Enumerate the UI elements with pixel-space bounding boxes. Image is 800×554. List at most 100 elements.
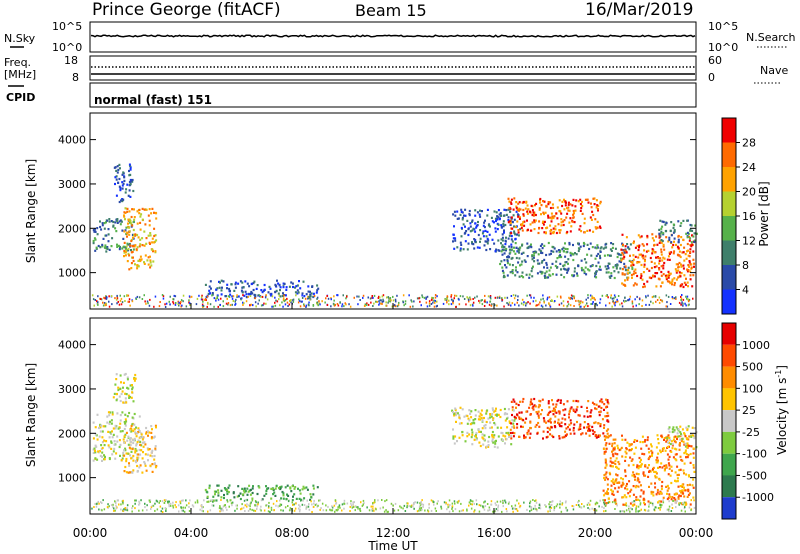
scatter-cell bbox=[143, 244, 146, 247]
scatter-cell bbox=[464, 208, 467, 211]
scatter-cell bbox=[155, 464, 158, 468]
scatter-cell bbox=[478, 213, 481, 216]
scatter-cell bbox=[671, 280, 674, 283]
ground-scatter-cell bbox=[369, 297, 372, 300]
scatter-cell bbox=[636, 244, 639, 248]
scatter-cell bbox=[146, 259, 149, 262]
scatter-cell bbox=[515, 210, 518, 213]
scatter-cell bbox=[640, 253, 643, 256]
ground-scatter-cell bbox=[236, 294, 238, 297]
scatter-cell bbox=[591, 246, 594, 249]
scatter-cell bbox=[552, 230, 555, 233]
scatter-cell bbox=[478, 441, 481, 444]
scatter-cell bbox=[489, 413, 492, 416]
scatter-cell bbox=[571, 220, 574, 223]
ground-scatter-cell bbox=[253, 509, 255, 512]
ground-scatter-cell bbox=[409, 305, 412, 308]
ground-scatter-cell bbox=[122, 510, 124, 512]
ground-scatter-cell bbox=[578, 300, 580, 303]
scatter-cell bbox=[141, 471, 144, 474]
ground-scatter-cell bbox=[120, 503, 122, 506]
colorbar-segment bbox=[722, 366, 736, 389]
scatter-cell bbox=[466, 219, 469, 222]
ground-scatter-cell bbox=[247, 509, 250, 512]
scatter-cell bbox=[531, 406, 534, 409]
ground-scatter-cell bbox=[416, 501, 419, 504]
scatter-cell bbox=[651, 275, 654, 278]
ground-scatter-cell bbox=[375, 300, 377, 303]
scatter-cell bbox=[147, 434, 149, 437]
ground-scatter-cell bbox=[182, 509, 184, 512]
ground-scatter-cell bbox=[594, 502, 597, 505]
scatter-cell bbox=[141, 244, 144, 247]
scatter-cell bbox=[121, 187, 124, 190]
scatter-cell bbox=[675, 480, 678, 483]
scatter-cell bbox=[292, 285, 294, 289]
scatter-cell bbox=[274, 283, 277, 286]
scatter-cell bbox=[138, 212, 141, 215]
scatter-cell bbox=[125, 431, 128, 434]
scatter-cell bbox=[241, 281, 244, 284]
scatter-cell bbox=[671, 278, 674, 281]
ground-scatter-cell bbox=[226, 508, 228, 511]
scatter-cell bbox=[607, 414, 610, 417]
scatter-cell bbox=[122, 182, 125, 185]
scatter-cell bbox=[511, 269, 514, 272]
scatter-cell bbox=[660, 274, 663, 277]
scatter-cell bbox=[616, 255, 619, 259]
scatter-cell bbox=[607, 402, 610, 405]
scatter-cell bbox=[620, 446, 623, 449]
scatter-cell bbox=[631, 276, 633, 279]
ground-scatter-cell bbox=[264, 296, 267, 299]
scatter-cell bbox=[141, 441, 144, 444]
scatter-cell bbox=[281, 294, 284, 298]
scatter-cell bbox=[116, 245, 119, 248]
ground-scatter-cell bbox=[667, 508, 670, 511]
ground-scatter-cell bbox=[91, 507, 93, 510]
scatter-cell bbox=[489, 426, 492, 429]
scatter-cell bbox=[150, 436, 153, 439]
ground-scatter-cell bbox=[124, 300, 126, 302]
ground-scatter-cell bbox=[267, 506, 270, 509]
scatter-cell bbox=[457, 217, 460, 220]
scatter-cell bbox=[483, 221, 486, 224]
ground-scatter-cell bbox=[685, 304, 687, 307]
ground-scatter-cell bbox=[499, 500, 502, 503]
scatter-cell bbox=[567, 426, 569, 429]
ground-scatter-cell bbox=[228, 505, 230, 508]
scatter-cell bbox=[624, 265, 627, 268]
ground-scatter-cell bbox=[559, 295, 562, 298]
scatter-cell bbox=[682, 469, 685, 472]
scatter-cell bbox=[667, 270, 670, 273]
ground-scatter-cell bbox=[316, 505, 318, 508]
scatter-cell bbox=[675, 243, 677, 246]
ground-scatter-cell bbox=[436, 300, 438, 303]
scatter-cell bbox=[151, 455, 154, 458]
scatter-cell bbox=[629, 456, 632, 459]
ground-scatter-cell bbox=[666, 508, 668, 511]
scatter-cell bbox=[144, 254, 147, 257]
scatter-cell bbox=[474, 240, 477, 243]
ground-scatter-cell bbox=[693, 499, 695, 502]
ground-scatter-cell bbox=[662, 499, 664, 502]
scatter-cell bbox=[679, 489, 682, 493]
scatter-cell bbox=[532, 405, 535, 408]
scatter-cell bbox=[579, 225, 582, 228]
scatter-cell bbox=[149, 234, 152, 237]
ground-scatter-cell bbox=[180, 299, 183, 302]
scatter-cell bbox=[582, 244, 585, 248]
scatter-cell bbox=[614, 452, 617, 455]
scatter-cell bbox=[126, 376, 129, 379]
scatter-cell bbox=[653, 244, 655, 247]
ground-scatter-cell bbox=[614, 301, 617, 304]
scatter-cell bbox=[153, 234, 156, 238]
scatter-cell bbox=[119, 245, 121, 249]
ground-scatter-cell bbox=[430, 509, 433, 512]
ground-scatter-cell bbox=[641, 299, 644, 302]
scatter-cell bbox=[512, 214, 515, 217]
ground-scatter-cell bbox=[248, 504, 250, 507]
ground-scatter-cell bbox=[661, 504, 663, 507]
scatter-cell bbox=[288, 285, 291, 288]
scatter-cell bbox=[662, 273, 665, 276]
scatter-cell bbox=[112, 225, 115, 228]
